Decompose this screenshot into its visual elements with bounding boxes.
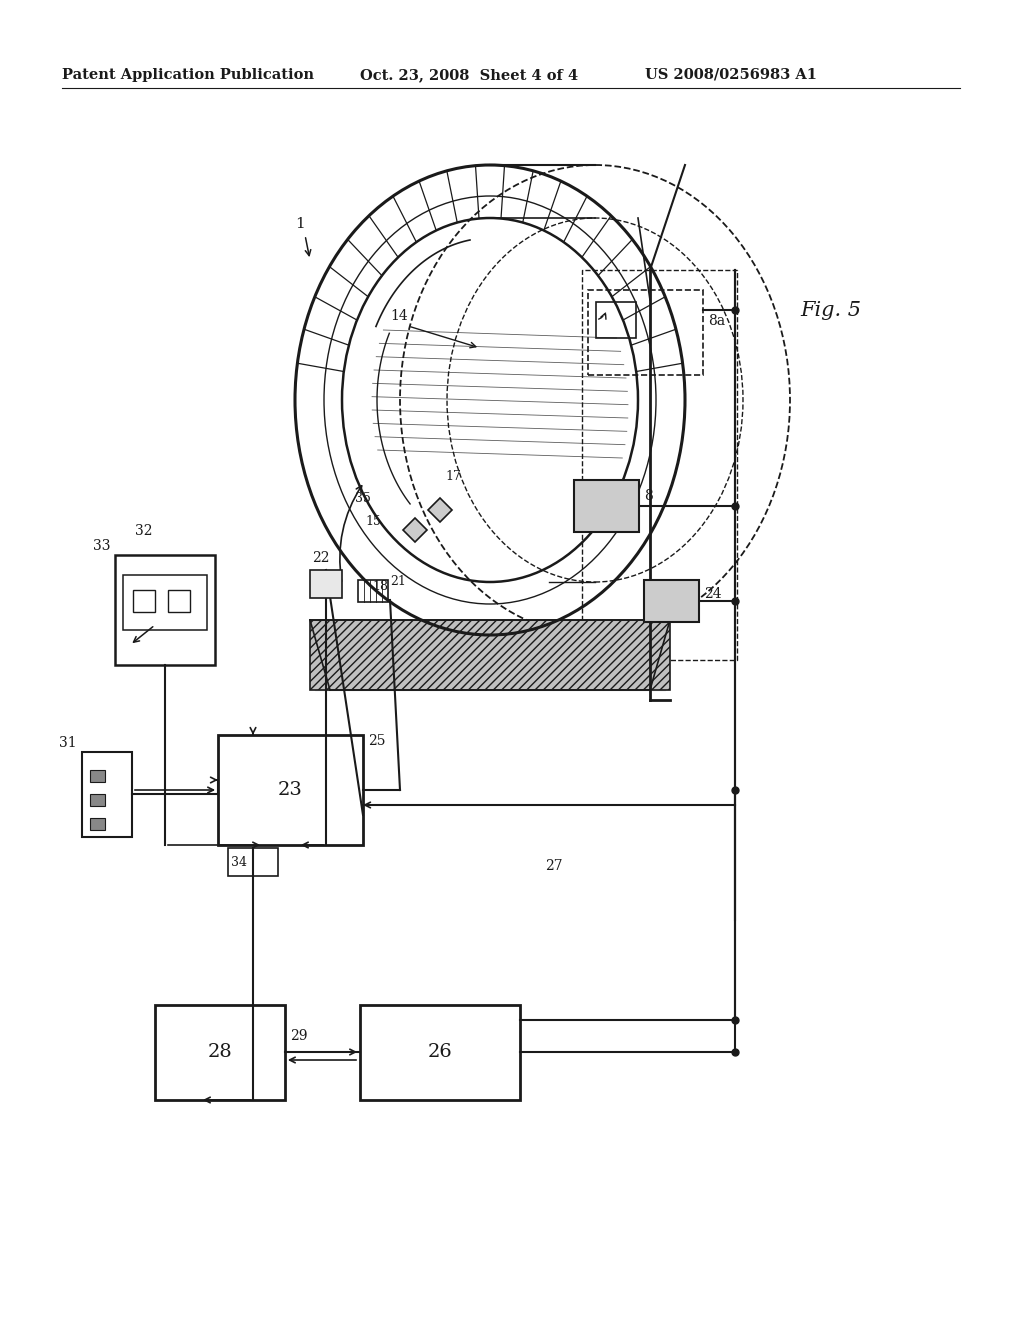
Bar: [574, 480, 639, 532]
Bar: [588, 290, 703, 375]
Text: 35: 35: [355, 492, 371, 506]
Text: 8a: 8a: [708, 314, 725, 327]
Text: 28: 28: [208, 1043, 232, 1061]
Bar: [90, 795, 105, 807]
Text: Oct. 23, 2008  Sheet 4 of 4: Oct. 23, 2008 Sheet 4 of 4: [360, 69, 579, 82]
Text: 15: 15: [365, 515, 381, 528]
Bar: [133, 590, 155, 612]
Text: Patent Application Publication: Patent Application Publication: [62, 69, 314, 82]
Bar: [155, 1005, 285, 1100]
Text: 27: 27: [545, 859, 562, 873]
Text: 22: 22: [312, 550, 330, 565]
Text: 26: 26: [428, 1043, 453, 1061]
Bar: [310, 620, 670, 690]
Bar: [310, 570, 342, 598]
Text: 18: 18: [372, 579, 388, 593]
Bar: [228, 847, 278, 876]
Bar: [218, 735, 362, 845]
Bar: [358, 579, 388, 602]
Text: 14: 14: [390, 309, 408, 323]
Text: 8: 8: [644, 488, 652, 503]
Text: 21: 21: [390, 576, 406, 587]
Text: 32: 32: [135, 524, 153, 539]
Text: 29: 29: [290, 1030, 307, 1043]
Text: 25: 25: [368, 734, 385, 748]
Bar: [90, 770, 105, 781]
Text: 34: 34: [231, 855, 247, 869]
Bar: [82, 752, 132, 837]
Bar: [90, 818, 105, 830]
Bar: [360, 1005, 520, 1100]
Text: Fig. 5: Fig. 5: [800, 301, 861, 319]
Bar: [644, 579, 699, 622]
Bar: [168, 590, 190, 612]
Text: 31: 31: [59, 737, 77, 750]
Bar: [582, 271, 737, 660]
Bar: [123, 576, 207, 630]
Polygon shape: [428, 498, 452, 521]
Polygon shape: [403, 517, 427, 543]
Bar: [596, 302, 636, 338]
Text: 24: 24: [705, 587, 722, 601]
Text: 23: 23: [278, 781, 302, 799]
Text: US 2008/0256983 A1: US 2008/0256983 A1: [645, 69, 817, 82]
Text: 33: 33: [92, 539, 110, 553]
Text: 17: 17: [445, 470, 461, 483]
Text: 1: 1: [295, 216, 305, 231]
Bar: [115, 554, 215, 665]
